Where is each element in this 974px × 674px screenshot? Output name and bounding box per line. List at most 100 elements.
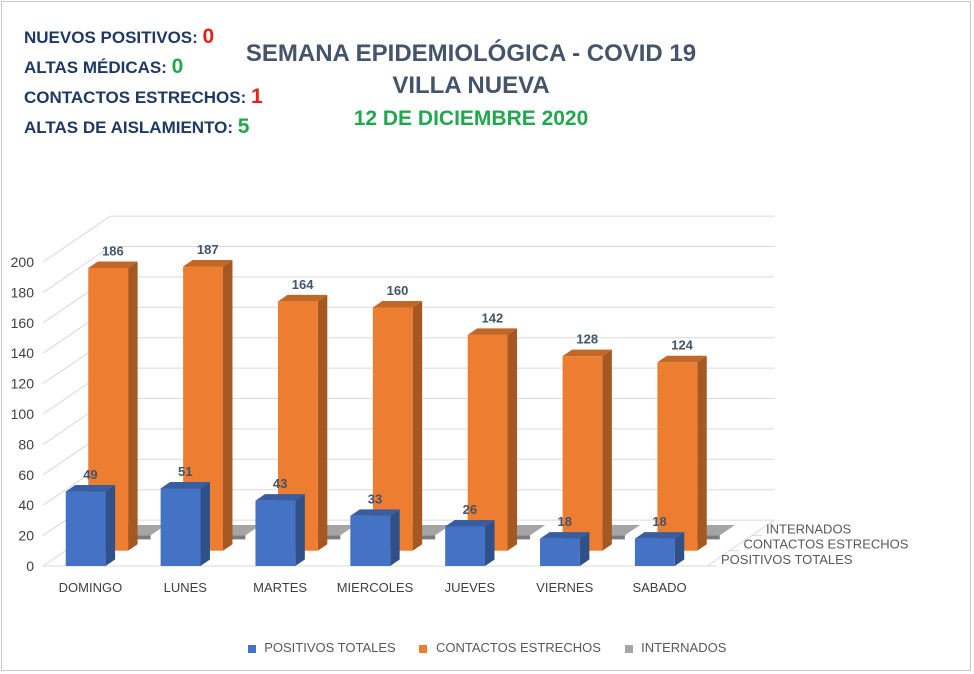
bar-contactos-top <box>467 328 518 335</box>
bar-positivos-side <box>105 485 116 566</box>
bar-positivos <box>65 491 106 566</box>
y-tick-label: 40 <box>18 497 34 513</box>
bar-contactos-top <box>88 261 138 268</box>
bar-positivos-top <box>160 481 210 489</box>
stat-value: 1 <box>251 85 263 108</box>
bar-contactos-side <box>412 301 423 551</box>
stats-panel: NUEVOS POSITIVOS: 0 ALTAS MÉDICAS: 0 CON… <box>24 22 263 142</box>
bar-contactos-top <box>562 349 612 357</box>
data-label-contactos: 164 <box>292 277 314 292</box>
bar-positivos-top <box>634 532 685 539</box>
legend-swatch <box>624 644 633 653</box>
bar-positivos <box>255 500 296 566</box>
chart-date: 12 DE DICIEMBRE 2020 <box>353 107 589 130</box>
bar-positivos-side <box>674 532 685 566</box>
data-label-positivos: 49 <box>83 467 97 482</box>
data-label-contactos: 186 <box>102 243 124 258</box>
data-label-positivos: 43 <box>273 476 287 491</box>
y-tick-label: 160 <box>11 315 35 331</box>
x-tick-label: JUEVES <box>445 580 496 595</box>
bar-contactos-side <box>317 294 328 551</box>
bar-contactos-side <box>222 259 233 551</box>
bar-positivos-side <box>295 494 305 566</box>
stat-value: 5 <box>237 115 250 138</box>
x-tick-label: DOMINGO <box>59 580 123 595</box>
data-label-positivos: 33 <box>368 491 382 506</box>
bar-positivos-top <box>540 532 590 539</box>
chart-titles: SEMANA EPIDEMIOLÓGICA - COVID 19 VILLA N… <box>226 38 716 134</box>
stat-nuevos-positivos: NUEVOS POSITIVOS: 0 <box>24 22 263 52</box>
data-label-positivos: 18 <box>557 514 571 529</box>
bar-positivos <box>634 538 675 566</box>
bar-contactos-side <box>507 328 518 551</box>
gridline-left-10 <box>42 215 111 263</box>
bar-contactos <box>562 356 603 551</box>
bar-positivos-side <box>390 509 400 566</box>
bar-positivos <box>445 526 486 566</box>
y-tick-label: 140 <box>11 345 35 361</box>
bar-contactos-top <box>277 294 328 302</box>
y-tick-label: 100 <box>11 406 35 422</box>
y-tick-label: 0 <box>26 558 34 574</box>
stat-label: ALTAS DE AISLAMIENTO: <box>24 118 234 137</box>
legend-item-positivos: POSITIVOS TOTALES <box>247 640 396 655</box>
bar-contactos <box>657 362 698 551</box>
bar-contactos-top <box>372 301 423 308</box>
data-label-positivos: 51 <box>178 464 192 479</box>
bar-contactos-top <box>657 355 707 363</box>
stat-value: 0 <box>202 25 215 48</box>
legend-label: INTERNADOS <box>641 640 727 655</box>
depth-axis-label: CONTACTOS ESTRECHOS <box>744 537 909 552</box>
data-label-positivos: 18 <box>652 514 666 529</box>
depth-axis-label: INTERNADOS <box>766 521 852 536</box>
chart-title: SEMANA EPIDEMIOLÓGICA - COVID 19 <box>245 40 697 67</box>
data-label-positivos: 26 <box>463 502 477 517</box>
legend-swatch <box>247 644 256 653</box>
chart-subtitle: VILLA NUEVA <box>392 72 550 99</box>
x-tick-label: LUNES <box>164 580 208 595</box>
bar-contactos-top <box>183 259 233 267</box>
legend-item-contactos: CONTACTOS ESTRECHOS <box>419 640 601 655</box>
bar-positivos <box>540 538 580 566</box>
bar-positivos-top <box>350 509 400 516</box>
bar-positivos-side <box>579 532 590 566</box>
x-tick-label: MIERCOLES <box>337 580 414 595</box>
y-tick-label: 180 <box>11 284 35 300</box>
chart-legend: POSITIVOS TOTALES CONTACTOS ESTRECHOS IN… <box>0 640 974 655</box>
bar-positivos <box>350 515 391 566</box>
bar-positivos-side <box>200 481 210 566</box>
legend-swatch <box>419 644 428 653</box>
legend-label: POSITIVOS TOTALES <box>264 640 396 655</box>
stat-label: CONTACTOS ESTRECHOS: <box>24 88 247 107</box>
stat-value: 0 <box>171 55 184 78</box>
depth-axis-label: POSITIVOS TOTALES <box>721 552 853 567</box>
data-label-contactos: 124 <box>671 338 693 353</box>
bar-contactos-side <box>128 261 138 551</box>
bar-positivos-top <box>65 485 116 492</box>
y-tick-label: 120 <box>11 376 35 392</box>
bar-contactos-side <box>602 349 612 551</box>
stat-altas-medicas: ALTAS MÉDICAS: 0 <box>24 52 263 82</box>
bar-contactos-side <box>697 355 707 551</box>
y-tick-label: 20 <box>18 528 34 544</box>
legend-item-internados: INTERNADOS <box>624 640 727 655</box>
stat-label: NUEVOS POSITIVOS: <box>24 28 198 47</box>
x-tick-label: MARTES <box>253 580 307 595</box>
stat-label: ALTAS MÉDICAS: <box>24 58 167 77</box>
y-tick-label: 60 <box>18 467 34 483</box>
bar-positivos-side <box>485 519 495 566</box>
x-tick-label: VIERNES <box>536 580 593 595</box>
floor-right-edge <box>706 519 775 567</box>
stat-contactos-estrechos: CONTACTOS ESTRECHOS: 1 <box>24 82 263 112</box>
x-tick-label: SABADO <box>632 580 686 595</box>
data-label-contactos: 142 <box>482 310 504 325</box>
stat-altas-aislamiento: ALTAS DE AISLAMIENTO: 5 <box>24 112 263 142</box>
bar-positivos <box>160 488 201 566</box>
data-label-contactos: 160 <box>387 283 409 298</box>
bar-positivos-top <box>255 494 305 501</box>
y-tick-label: 80 <box>18 436 34 452</box>
data-label-contactos: 128 <box>576 332 598 347</box>
legend-label: CONTACTOS ESTRECHOS <box>435 640 601 655</box>
